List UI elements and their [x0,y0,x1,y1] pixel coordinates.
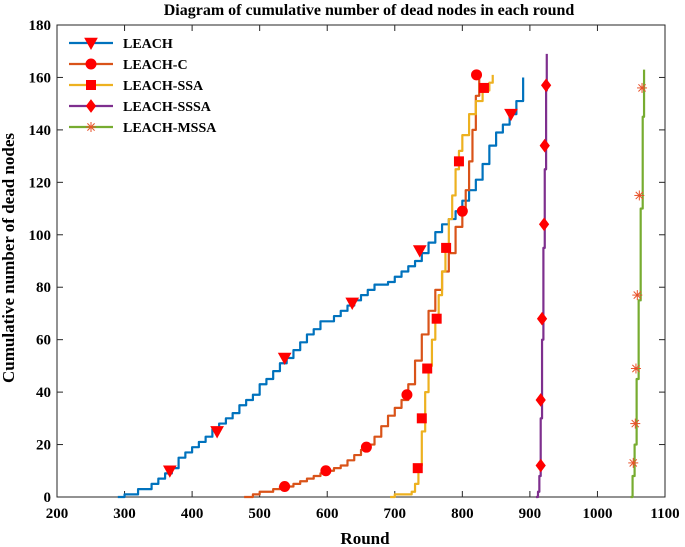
asterisk-stroke [635,191,644,200]
data-point-leach-ssa [422,363,433,374]
x-tick-label: 400 [181,506,204,522]
data-point-leach-ssa [441,242,452,253]
data-point-leach-ssa [453,156,464,167]
legend-label-leach: LEACH [123,37,173,52]
legend-marker-leach-mssa [86,122,96,132]
y-tick-label: 100 [29,228,52,244]
data-point-leach-sssa [538,217,550,232]
legend-marker-leach [84,37,98,51]
plot-frame [56,24,666,498]
asterisk-stroke [629,458,638,467]
x-tick-label: 800 [451,506,474,522]
data-point-leach-c [279,481,291,493]
data-point-leach-mssa [632,290,643,301]
data-point-leach-ssa [412,463,423,474]
data-point-leach [162,465,177,478]
y-tick-label: 80 [36,280,51,296]
asterisk-stroke [638,83,646,92]
plot-area: 200 300 400 500 600 700 800 900 1000 1100 0 20 40 60 8… [29,18,680,522]
series-line-leach-c [244,74,481,499]
y-tick-label: 180 [29,18,52,34]
data-point-leach-c [320,465,332,477]
data-point-leach-c [360,441,372,453]
data-point-leach-ssa [416,413,427,424]
asterisk-stroke [87,123,95,131]
data-point-leach [412,245,427,258]
asterisk-stroke [631,364,640,373]
data-point-leach [345,297,360,310]
data-point-leach-c [471,69,483,81]
data-point-leach-c [401,389,413,401]
y-tick-label: 40 [36,385,51,401]
y-tick-label: 140 [29,123,52,139]
legend-marker-leach-ssa [86,80,96,90]
y-axis-label: Cumulative number of dead nodes [0,133,18,383]
legend-marker-leach-sssa [85,99,97,113]
x-tick-label: 900 [519,506,542,522]
data-point-leach-sssa [535,393,546,407]
legend-marker-leach-c [85,58,97,70]
data-point-leach-sssa [540,78,552,93]
x-tick-label: 300 [113,506,136,522]
legend-label-leach-sssa: LEACH-SSSA [123,100,212,115]
data-point-leach-mssa [634,190,645,201]
data-point-leach-ssa [431,313,442,324]
data-point-leach-sssa [539,138,550,153]
data-point-leach-sssa [536,311,548,326]
chart-title: Diagram of cumulative number of dead nod… [164,2,575,19]
y-tick-label: 20 [36,438,51,454]
series-line-leach-ssa [390,74,494,499]
x-axis-label: Round [340,529,390,547]
legend: LEACH LEACH-C LEACH-SSA LEACH-SSSA LEACH-MSS… [69,37,217,136]
x-tick-label: 600 [316,506,339,522]
x-tick-label: 700 [384,506,407,522]
data-point-leach-mssa [630,418,641,429]
y-tick-label: 120 [29,175,52,191]
asterisk-stroke [633,291,642,300]
x-tick-label: 200 [46,506,69,522]
data-point-leach-sssa [535,458,546,473]
y-tick-label: 160 [29,70,52,86]
data-point-leach-mssa [637,82,648,93]
data-point-leach-ssa [478,82,489,93]
data-point-leach [504,108,518,122]
asterisk-stroke [631,419,640,428]
legend-label-leach-ssa: LEACH-SSA [123,79,204,94]
data-point-leach-c [456,205,468,217]
series-line-leach-mssa [630,69,646,499]
legend-label-leach-mssa: LEACH-MSSA [123,121,217,136]
legend-label-leach-c: LEACH-C [123,58,188,73]
y-tick-label: 0 [44,490,52,506]
x-tick-label: 1000 [582,506,612,522]
data-point-leach-mssa [630,363,641,374]
y-tick-label: 60 [36,333,51,349]
data-point-leach [210,426,224,439]
data-point-leach [277,352,292,366]
data-point-leach-mssa [628,457,639,468]
x-tick-label: 1100 [650,506,679,522]
x-tick-label: 500 [248,506,271,522]
